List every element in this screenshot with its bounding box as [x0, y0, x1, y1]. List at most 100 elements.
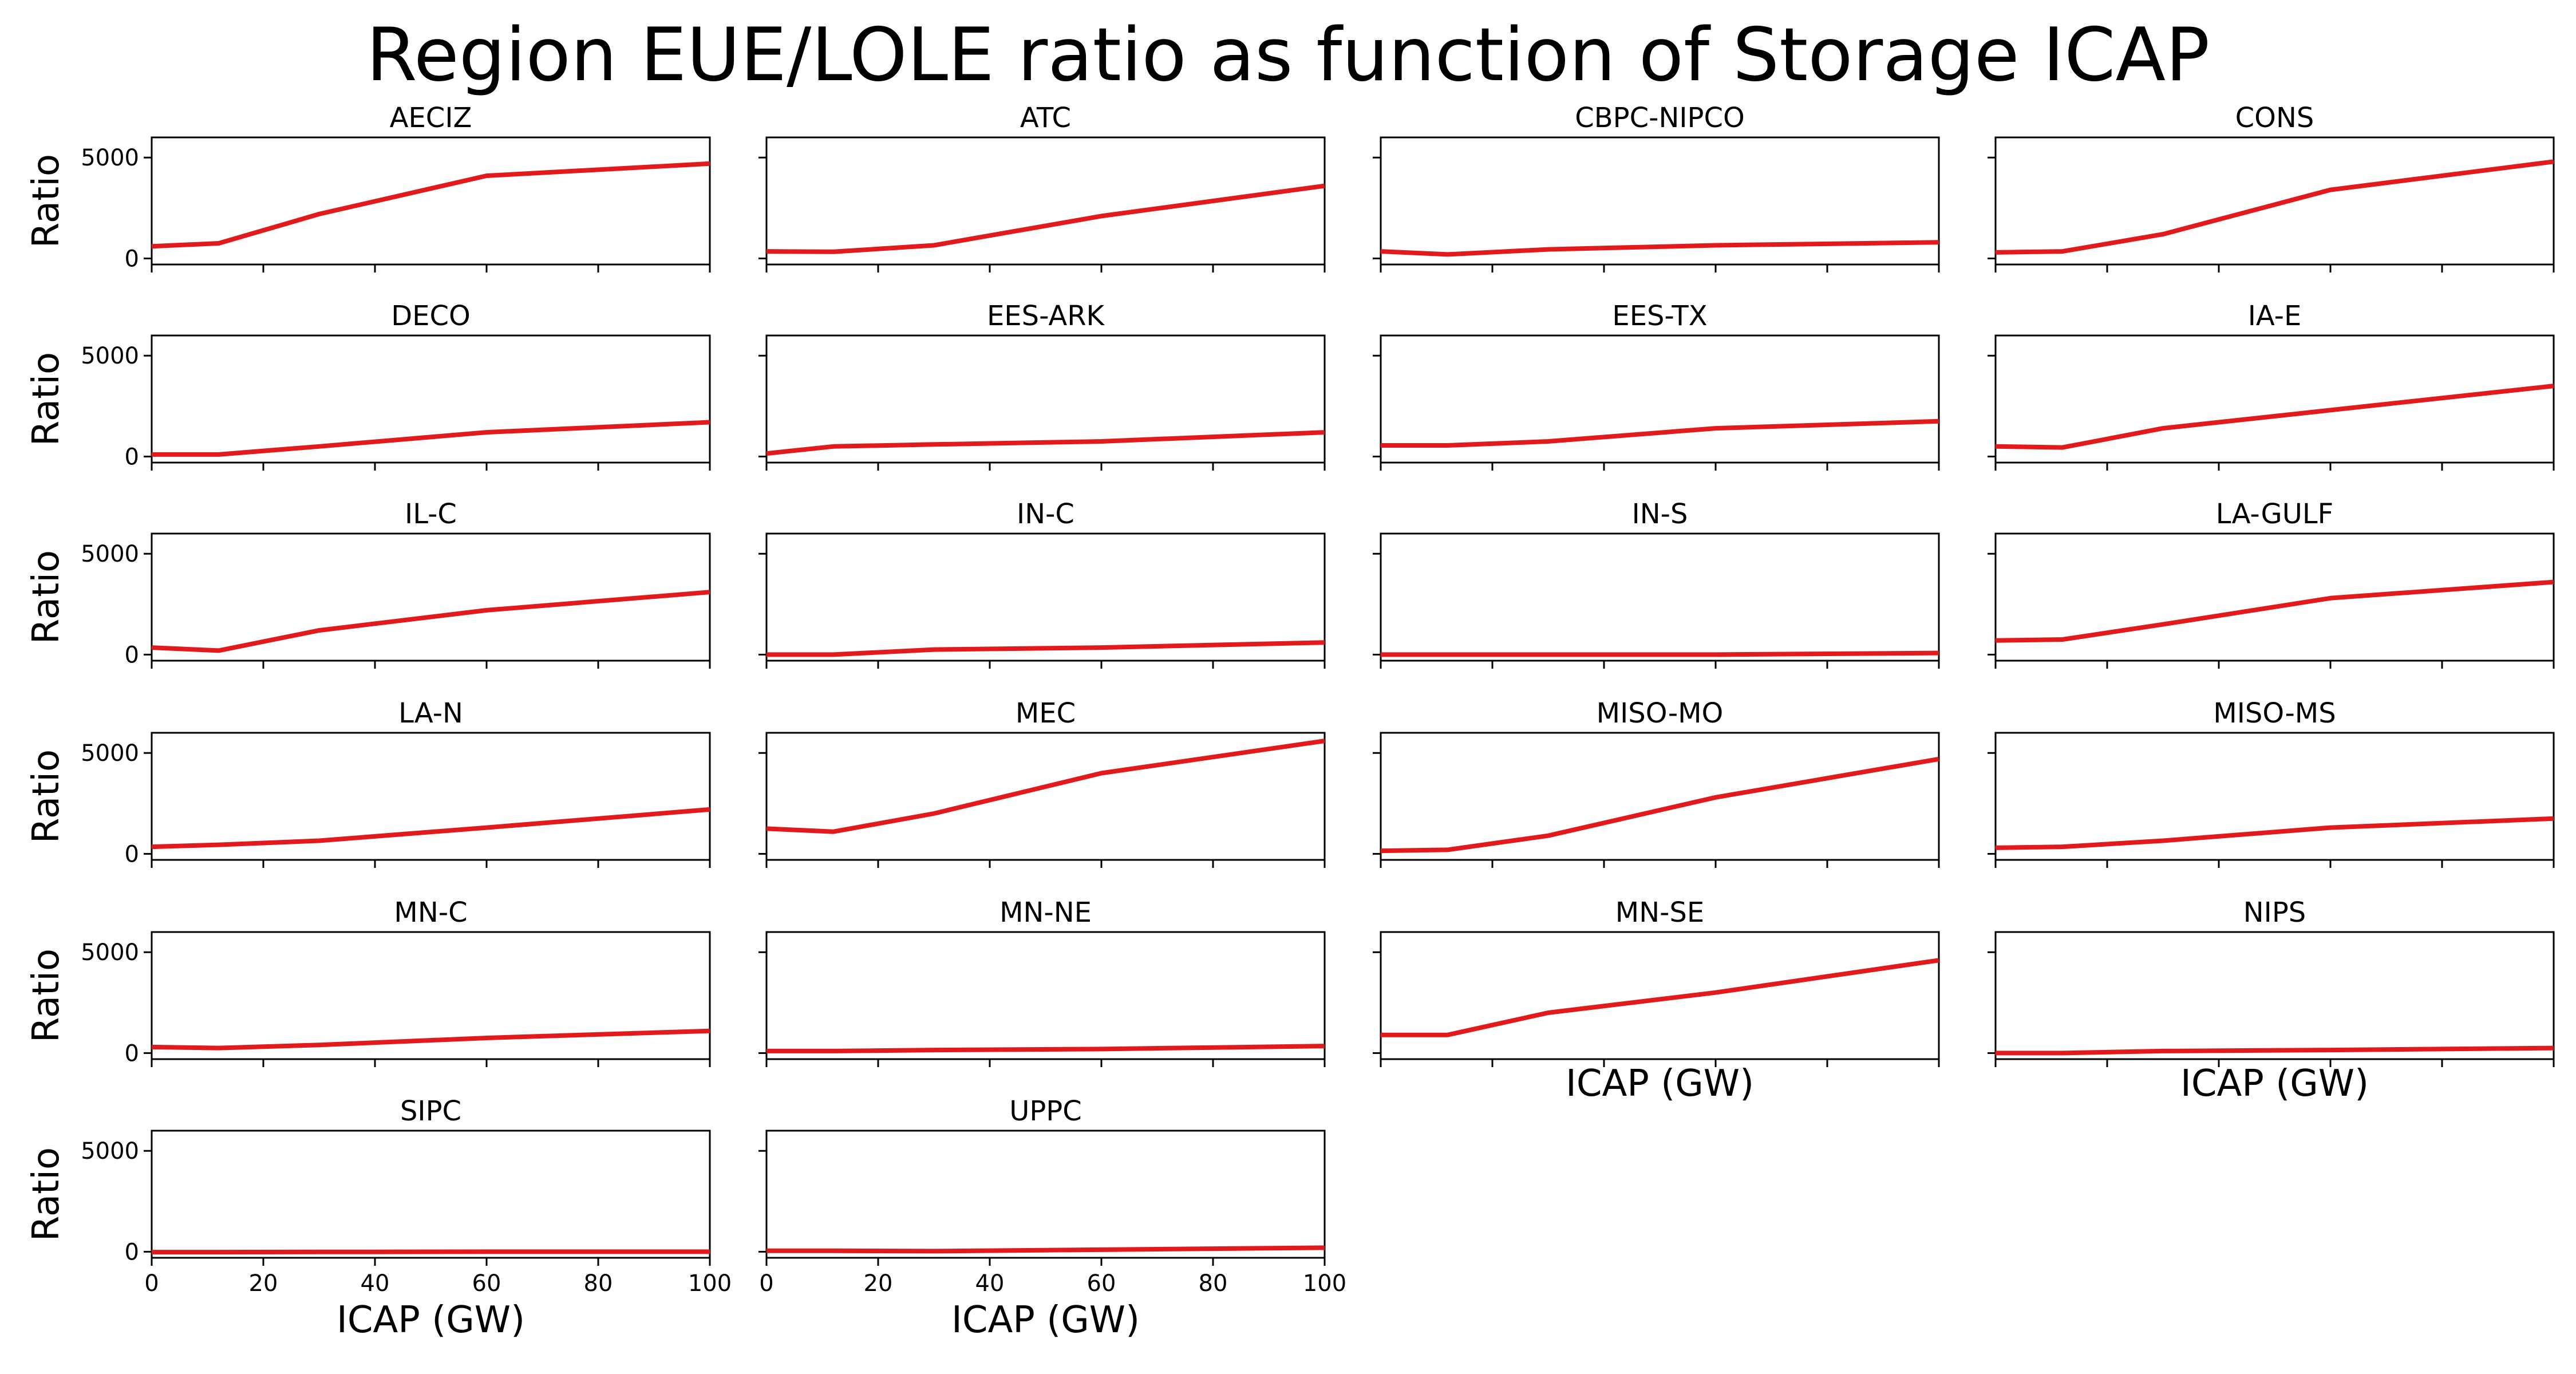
y-tick-label: 5000 — [81, 1138, 139, 1164]
panel-title: CBPC-NIPCO — [1575, 102, 1745, 134]
panel-frame — [765, 1130, 1326, 1259]
panel-title: DECO — [391, 300, 471, 332]
series-line — [152, 1249, 710, 1255]
panel-title: IN-S — [1632, 498, 1688, 530]
series-line — [151, 590, 710, 653]
series-line — [767, 640, 1325, 657]
series-line — [766, 183, 1325, 254]
panel-mn-ne: MN-NE — [758, 897, 1326, 1067]
y-axis-label: Ratio — [25, 949, 68, 1043]
panel-ia-e: IA-E — [1988, 300, 2555, 471]
series-line — [767, 1245, 1325, 1254]
panel-ees-tx: EES-TX — [1373, 300, 1940, 471]
x-tick-label: 40 — [975, 1270, 1005, 1297]
series-line — [767, 1044, 1325, 1053]
series-line — [1996, 1045, 2554, 1056]
panel-in-s: IN-S — [1373, 498, 1940, 669]
panel-frame — [1380, 136, 1940, 266]
panel-title: MN-C — [394, 897, 467, 929]
y-axis-label: Ratio — [25, 550, 68, 644]
panel-title: MN-SE — [1615, 897, 1704, 929]
panel-title: LA-N — [398, 697, 463, 729]
panel-frame — [1380, 931, 1940, 1060]
panel-title: NIPS — [2243, 897, 2306, 929]
panels-group: AECIZ 0 5000 Ratio ATC CBPC-NIPCO CONS DECO 0 500… — [25, 102, 2555, 1341]
series-line — [1995, 579, 2554, 643]
series-line — [766, 430, 1325, 456]
x-tick-label: 60 — [1087, 1270, 1116, 1297]
x-tick-label: 20 — [864, 1270, 893, 1297]
panel-title: LA-GULF — [2216, 498, 2333, 530]
x-axis-label: ICAP (GW) — [951, 1299, 1140, 1341]
x-tick-label: 60 — [472, 1270, 501, 1297]
panel-ees-ark: EES-ARK — [758, 300, 1326, 471]
panel-title: EES-ARK — [987, 300, 1105, 332]
panel-title: IL-C — [405, 498, 457, 530]
panel-la-gulf: LA-GULF — [1988, 498, 2555, 669]
y-tick-label: 0 — [125, 642, 139, 668]
y-tick-label: 5000 — [81, 939, 139, 966]
panel-title: CONS — [2235, 102, 2314, 134]
panel-cons: CONS — [1988, 102, 2555, 273]
panel-miso-mo: MISO-MO — [1373, 697, 1940, 868]
panel-miso-ms: MISO-MS — [1988, 697, 2555, 868]
y-tick-label: 0 — [125, 1040, 139, 1067]
series-line — [1381, 418, 1939, 448]
panel-title: EES-TX — [1612, 300, 1707, 332]
series-line — [1995, 384, 2554, 450]
panel-title: MN-NE — [999, 897, 1092, 929]
y-tick-label: 5000 — [81, 145, 139, 171]
x-tick-label: 0 — [759, 1270, 773, 1297]
panel-uppc: UPPC 0 20 40 60 80 100 ICAP (GW) — [758, 1095, 1346, 1341]
panel-title: MISO-MS — [2213, 697, 2336, 729]
panel-frame — [151, 732, 711, 861]
panel-title: SIPC — [400, 1095, 461, 1127]
panel-nips: NIPS ICAP (GW) — [1988, 897, 2555, 1105]
y-tick-label: 5000 — [81, 740, 139, 767]
panel-frame — [1994, 334, 2555, 464]
panel-frame — [765, 732, 1326, 861]
panel-frame — [1994, 931, 2555, 1060]
series-line — [1381, 958, 1939, 1037]
panel-il-c: IL-C 0 5000 Ratio — [25, 498, 711, 669]
x-tick-label: 0 — [144, 1270, 159, 1297]
panel-frame — [765, 931, 1326, 1060]
series-line — [151, 1028, 710, 1051]
panel-frame — [1380, 732, 1940, 861]
panel-sipc: SIPC 0 5000 Ratio 0 20 40 60 80 100 ICAP (GW) — [25, 1095, 732, 1341]
panel-frame — [151, 334, 711, 464]
panel-frame — [151, 931, 711, 1060]
panel-in-c: IN-C — [758, 498, 1326, 669]
y-tick-label: 0 — [125, 444, 139, 470]
panel-title: IN-C — [1017, 498, 1074, 530]
panel-title: MEC — [1016, 697, 1076, 729]
y-tick-label: 0 — [125, 841, 139, 867]
panel-frame — [151, 1130, 711, 1259]
x-tick-label: 100 — [1303, 1270, 1346, 1297]
panel-frame — [1380, 532, 1940, 662]
panel-title: AECIZ — [390, 102, 472, 134]
x-tick-label: 80 — [584, 1270, 613, 1297]
series-line — [1381, 650, 1939, 657]
panel-title: UPPC — [1009, 1095, 1082, 1127]
y-axis-label: Ratio — [25, 352, 68, 446]
panel-title: ATC — [1020, 102, 1071, 134]
panel-frame — [151, 136, 711, 266]
series-line — [1380, 240, 1939, 257]
x-tick-label: 40 — [361, 1270, 390, 1297]
panel-mn-se: MN-SE ICAP (GW) — [1373, 897, 1940, 1105]
series-line — [1995, 816, 2554, 850]
series-line — [1380, 756, 1939, 854]
panel-frame — [1994, 732, 2555, 861]
y-tick-label: 0 — [125, 1239, 139, 1265]
x-tick-label: 100 — [688, 1270, 732, 1297]
series-line — [151, 807, 710, 850]
panel-la-n: LA-N 0 5000 Ratio — [25, 697, 711, 868]
series-line — [151, 161, 710, 249]
panel-frame — [765, 532, 1326, 662]
panel-title: MISO-MO — [1597, 697, 1724, 729]
series-line — [766, 739, 1325, 834]
panel-cbpc-nipco: CBPC-NIPCO — [1373, 102, 1940, 273]
panel-frame — [765, 334, 1326, 464]
